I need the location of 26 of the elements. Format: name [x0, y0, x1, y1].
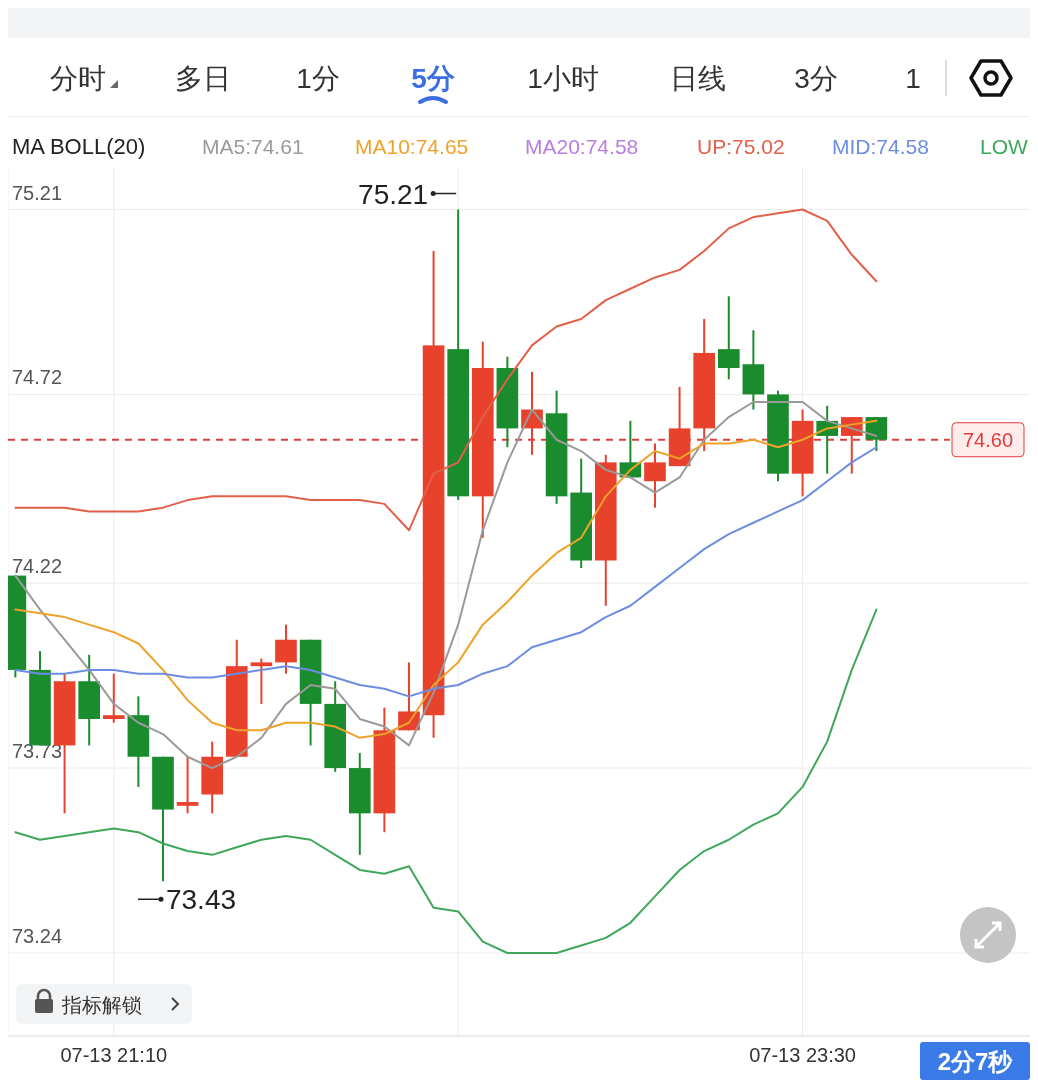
x-tick-label: 07-13 21:10 [60, 1044, 168, 1066]
annotation: 73.43 [165, 884, 237, 916]
text: MID:74.58 [832, 135, 929, 158]
annotation: 75.21 [358, 178, 429, 210]
y-tick-label: 73.24 [12, 924, 63, 947]
text: 2分7秒 [937, 1048, 1014, 1075]
text: 1 [905, 63, 921, 94]
x-tick-label: 07-13 23:30 [749, 1044, 856, 1066]
text: 5分 [411, 63, 456, 94]
text: 3分 [794, 63, 838, 94]
y-tick-label: 74.72 [12, 366, 63, 389]
text: 多日 [175, 63, 231, 94]
text: 1分 [296, 63, 340, 94]
text: LOW [980, 135, 1029, 158]
y-tick-label: 75.21 [12, 181, 63, 204]
text: 1小时 [527, 63, 599, 94]
text: MA20:74.58 [525, 135, 639, 158]
annotation: 指标解锁 [61, 994, 142, 1016]
text: 分时 [50, 63, 106, 94]
y-tick-label: 74.22 [12, 555, 63, 578]
text: 日线 [670, 63, 726, 94]
ref-line-label: 74.60 [962, 428, 1014, 451]
text: MA10:74.65 [355, 135, 469, 158]
text: MA BOLL(20) [12, 134, 146, 159]
text: MA5:74.61 [202, 135, 304, 158]
text: UP:75.02 [697, 135, 785, 158]
